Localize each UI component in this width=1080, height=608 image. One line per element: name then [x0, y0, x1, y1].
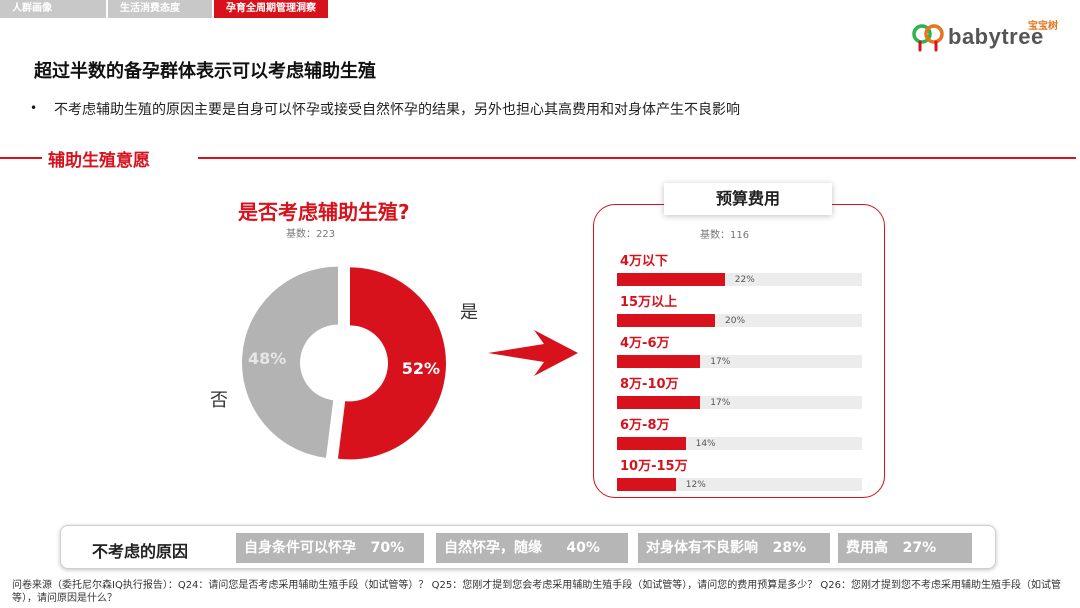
bar-value-label: 17%: [710, 357, 731, 367]
tab-pregnancy-lifecycle[interactable]: 孕育全周期管理洞察: [214, 0, 328, 18]
section-divider-right: [198, 157, 1076, 159]
bar-value-label: 12%: [685, 480, 706, 490]
bullet-text: 不考虑辅助生殖的原因主要是自身可以怀孕或接受自然怀孕的结果，另外也担心其高费用和…: [54, 102, 740, 118]
bar-category-label: 4万以下: [620, 254, 669, 269]
pie-chart-base: 基数：223: [286, 229, 336, 240]
budget-chart-base: 基数：116: [700, 230, 750, 241]
section-title: 辅助生殖意愿: [44, 146, 154, 171]
budget-panel: [593, 204, 885, 498]
reason-label: 对身体有不良影响: [646, 540, 758, 556]
bar: [617, 273, 725, 286]
tab-audience-profile[interactable]: 人群画像: [0, 0, 106, 18]
bar-track: [617, 478, 862, 491]
bar: [617, 437, 686, 450]
reason-value: 70%: [370, 540, 405, 556]
reason-value: 28%: [772, 540, 807, 556]
budget-panel-title: 预算费用: [664, 183, 832, 215]
bar-category-label: 10万-15万: [620, 459, 688, 474]
tab-consumption-attitude[interactable]: 生活消费态度: [108, 0, 212, 18]
brand-logo-sub: 宝宝树: [1028, 21, 1058, 32]
bar: [617, 355, 701, 368]
bar-track: [617, 355, 862, 368]
bar: [617, 314, 715, 327]
bar-value-label: 14%: [695, 439, 716, 449]
section-divider-left: [0, 157, 42, 159]
bar: [617, 396, 701, 409]
bar-track: [617, 273, 862, 286]
reason-label: 自然怀孕，随缘: [444, 540, 542, 556]
donut-slice-yes: [337, 267, 446, 460]
reason-chip: 自然怀孕，随缘 40%: [436, 533, 628, 563]
bar-track: [617, 437, 862, 450]
reasons-title: 不考虑的原因: [92, 542, 189, 561]
bar-category-label: 6万-8万: [620, 418, 670, 433]
donut-value-label: 52%: [402, 359, 440, 378]
reason-value: 27%: [902, 540, 937, 556]
brand-logo-icon: [912, 24, 944, 52]
brand-logo: babytree 宝宝树: [912, 14, 1072, 54]
brand-logo-text: babytree: [948, 24, 1044, 49]
bar-value-label: 17%: [710, 398, 731, 408]
bar-track: [617, 314, 862, 327]
reason-label: 费用高: [846, 540, 888, 556]
bar-value-label: 22%: [734, 275, 755, 285]
pie-category-label-no: 否: [210, 390, 228, 411]
bar-track: [617, 396, 862, 409]
pie-category-label-yes: 是: [460, 302, 478, 323]
donut-slice-no: [242, 266, 339, 458]
bar-category-label: 15万以上: [620, 295, 678, 310]
bullet-marker: •: [30, 101, 38, 115]
top-tabs: 人群画像 生活消费态度 孕育全周期管理洞察: [0, 0, 328, 18]
reason-chip: 自身条件可以怀孕 70%: [236, 533, 424, 563]
reason-chip: 对身体有不良影响 28%: [638, 533, 830, 563]
bar-category-label: 8万-10万: [620, 377, 679, 392]
bar-category-label: 4万-6万: [620, 336, 670, 351]
donut-chart: 52% 48%: [242, 266, 446, 460]
reason-chip: 费用高 27%: [838, 533, 972, 563]
bar: [617, 478, 676, 491]
footnote: 问卷来源（委托尼尔森IQ执行报告）：Q24：请问您是否考虑采用辅助生殖手段（如试…: [12, 580, 1061, 604]
donut-value-label: 48%: [248, 349, 286, 368]
reason-label: 自身条件可以怀孕: [244, 540, 356, 556]
pie-chart-title: 是否考虑辅助生殖?: [238, 200, 410, 224]
page-title: 超过半数的备孕群体表示可以考虑辅助生殖: [34, 61, 376, 82]
right-arrow-icon: [488, 330, 578, 376]
reason-value: 40%: [566, 540, 600, 556]
bar-value-label: 20%: [725, 316, 746, 326]
